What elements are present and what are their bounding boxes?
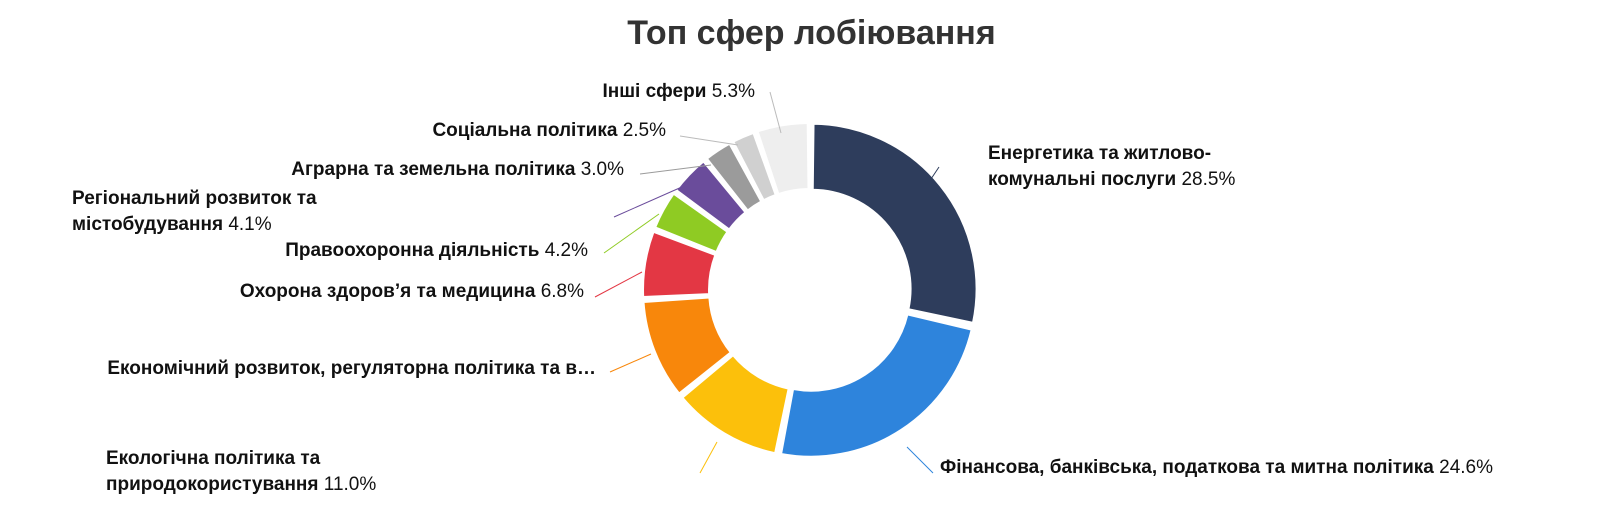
leader-line-8 <box>639 164 712 175</box>
leader-line-3 <box>699 441 718 474</box>
slice-8[interactable] <box>705 142 763 212</box>
slice-3[interactable] <box>681 354 790 455</box>
donut-slices <box>642 122 978 458</box>
slice-label-line: Енергетика та житлово- <box>988 143 1211 164</box>
slice-9[interactable] <box>732 131 777 202</box>
slice-label-line: Соціальна політика <box>432 120 622 141</box>
leader-line-6 <box>603 213 660 254</box>
slice-label-4: Економічний розвиток, регуляторна політи… <box>107 358 596 379</box>
slice-7[interactable] <box>675 160 747 231</box>
slice-label-line: Охорона здоров’я та медицина <box>240 281 541 302</box>
slice-label-9: Соціальна політика 2.5% <box>432 120 666 141</box>
slice-label-1: Енергетика та житлово-комунальні послуги… <box>988 143 1235 190</box>
slice-value: 11.0% <box>324 474 377 495</box>
leader-line-1 <box>922 166 940 192</box>
slice-label-10: Інші сфери 5.3% <box>602 81 755 102</box>
slice-labels: Енергетика та житлово-комунальні послуги… <box>72 81 1493 495</box>
leader-line-7 <box>613 185 685 218</box>
slice-label-line: природокористування <box>106 474 324 495</box>
slice-label-line: Економічний розвиток, регуляторна політи… <box>107 358 596 379</box>
slice-value: 3.0% <box>581 159 624 180</box>
slice-label-2: Фінансова, банківська, податкова та митн… <box>940 457 1493 478</box>
slice-label-line: комунальні послуги <box>988 169 1181 190</box>
leader-line-4 <box>609 353 652 373</box>
slice-value: 6.8% <box>541 281 584 302</box>
slice-label-8: Аграрна та земельна політика 3.0% <box>291 159 624 180</box>
slice-label-line: Інші сфери <box>602 81 711 102</box>
slice-4[interactable] <box>642 296 732 395</box>
slice-value: 24.6% <box>1439 457 1493 478</box>
slice-label-line: Правоохоронна діяльність <box>285 240 544 261</box>
slice-value: 2.5% <box>623 120 666 141</box>
slice-value: 4.2% <box>545 240 588 261</box>
slice-label-5: Охорона здоров’я та медицина 6.8% <box>240 281 584 302</box>
leader-line-10 <box>769 91 782 134</box>
slice-1[interactable] <box>811 122 978 324</box>
leader-line-2 <box>906 446 934 474</box>
leader-lines <box>594 91 940 474</box>
slice-value: 4.1% <box>228 214 271 235</box>
slice-label-line: Фінансова, банківська, податкова та митн… <box>940 457 1439 478</box>
slice-label-7: Правоохоронна діяльність 4.2% <box>285 240 588 261</box>
slice-label-line: Регіональний розвиток та <box>72 188 317 209</box>
slice-label-line: Екологічна політика та <box>106 448 321 469</box>
chart-title: Топ сфер лобіювання <box>627 14 996 52</box>
slice-label-line: Аграрна та земельна політика <box>291 159 580 180</box>
slice-label-3: Екологічна політика та природокористуванн… <box>106 448 376 495</box>
leader-line-5 <box>594 271 643 298</box>
slice-6[interactable] <box>654 192 729 254</box>
slice-value: 28.5% <box>1181 169 1235 190</box>
slice-5[interactable] <box>642 230 717 299</box>
slice-value: 5.3% <box>712 81 755 102</box>
leader-line-9 <box>679 135 739 146</box>
slice-2[interactable] <box>780 313 973 458</box>
slice-label-6: Регіональний розвиток та містобудування 4… <box>72 188 317 235</box>
slice-10[interactable] <box>756 122 810 196</box>
slice-label-line: містобудування <box>72 214 228 235</box>
